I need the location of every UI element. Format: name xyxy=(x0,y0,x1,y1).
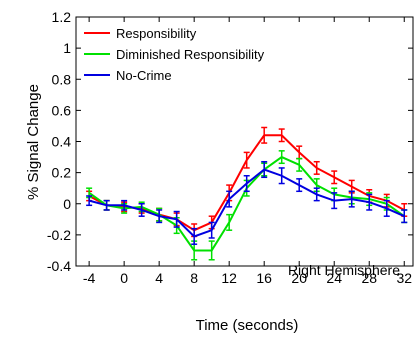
error-bar xyxy=(243,174,250,193)
error-bar xyxy=(191,227,198,245)
error-bar xyxy=(208,221,215,239)
error-bar xyxy=(121,199,128,211)
error-bar xyxy=(103,199,110,211)
y-tick-label: -0.4 xyxy=(47,258,71,274)
x-tick-label: 20 xyxy=(291,270,307,286)
y-tick-label: 0.2 xyxy=(52,165,72,181)
y-tick-label: 1 xyxy=(63,40,71,56)
legend-label: Diminished Responsibility xyxy=(116,47,265,62)
error-bar xyxy=(278,150,285,165)
error-bar xyxy=(261,126,268,144)
error-bar xyxy=(243,151,250,169)
x-tick-label: 16 xyxy=(256,270,272,286)
annotation-right-hemisphere: Right Hemisphere xyxy=(288,262,400,278)
error-bar xyxy=(383,199,390,217)
x-tick-label: 24 xyxy=(326,270,342,286)
error-bar xyxy=(296,157,303,172)
legend-label: No-Crime xyxy=(116,68,172,83)
x-tick-label: 12 xyxy=(221,270,237,286)
series-no-crime xyxy=(86,160,408,245)
y-tick-label: 1.2 xyxy=(52,9,72,25)
error-bar xyxy=(156,209,163,224)
y-axis-ticks: -0.4 -0.2 0 0.2 0.4 0.6 0.8 1 1.2 xyxy=(47,9,413,274)
series-layer xyxy=(86,126,408,261)
x-tick-label: 32 xyxy=(396,270,412,286)
legend-item-responsibility: Responsibility xyxy=(84,26,197,41)
error-bar xyxy=(296,145,303,160)
legend: Responsibility Diminished Responsibility N… xyxy=(84,26,265,83)
error-bar xyxy=(331,170,338,185)
error-bar xyxy=(208,240,215,261)
error-bar xyxy=(366,193,373,211)
error-bar xyxy=(261,160,268,179)
x-tick-label: -4 xyxy=(83,270,96,286)
y-tick-label: -0.2 xyxy=(47,227,71,243)
error-bar xyxy=(313,160,320,175)
error-bar xyxy=(331,192,338,210)
series-line-diminished-responsibility xyxy=(88,155,405,252)
legend-item-no-crime: No-Crime xyxy=(84,68,172,83)
y-axis-label: % Signal Change xyxy=(25,84,42,200)
error-bar xyxy=(226,213,233,231)
error-bar xyxy=(226,190,233,208)
error-bar xyxy=(278,167,285,185)
x-tick-label: 0 xyxy=(120,270,128,286)
x-axis-ticks: -4 0 4 8 12 16 20 24 28 32 xyxy=(83,17,412,286)
error-bar xyxy=(348,190,355,208)
error-bar xyxy=(313,187,320,202)
legend-item-diminished-responsibility: Diminished Responsibility xyxy=(84,47,265,62)
error-bar xyxy=(86,195,93,207)
y-tick-label: 0.4 xyxy=(52,134,72,150)
x-axis-label: Time (seconds) xyxy=(196,317,299,334)
error-bar xyxy=(173,210,180,228)
x-tick-label: 4 xyxy=(155,270,163,286)
error-bar xyxy=(401,209,408,224)
y-tick-label: 0.8 xyxy=(52,71,72,87)
error-bar xyxy=(138,203,145,217)
x-tick-label: 8 xyxy=(190,270,198,286)
legend-label: Responsibility xyxy=(116,26,197,41)
y-tick-label: 0 xyxy=(63,196,71,212)
error-bar xyxy=(278,128,285,143)
error-bar xyxy=(296,178,303,193)
x-tick-label: 28 xyxy=(361,270,377,286)
y-tick-label: 0.6 xyxy=(52,102,72,118)
